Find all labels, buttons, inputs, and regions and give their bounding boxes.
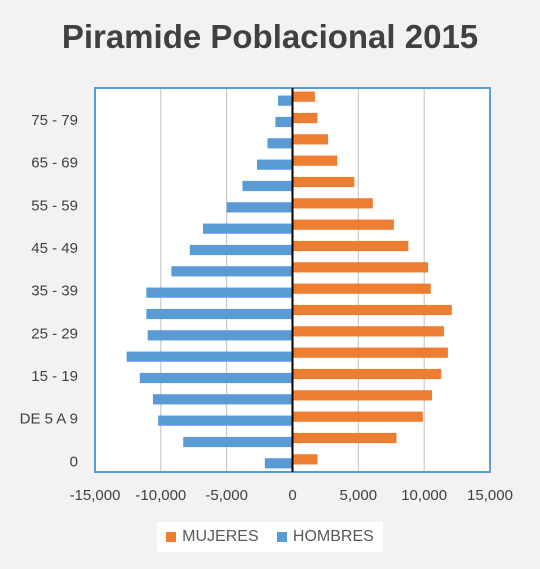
legend-swatch-hombres: [276, 532, 287, 542]
bar-hombres: [242, 180, 293, 192]
bar-hombres: [146, 287, 293, 298]
bar-mujeres: [292, 390, 433, 401]
x-tick-label: 15,000: [467, 487, 513, 504]
bar-mujeres: [292, 198, 373, 209]
legend-swatch-mujeres: [166, 532, 177, 542]
legend-label-mujeres: MUJERES: [182, 528, 259, 545]
y-tick-label: 65 - 69: [31, 155, 78, 172]
bar-mujeres: [292, 304, 452, 316]
y-tick-label: 45 - 49: [31, 240, 78, 257]
y-tick-label: 0: [70, 453, 78, 470]
y-tick-label: 75 - 79: [31, 112, 78, 129]
bar-mujeres: [292, 454, 318, 465]
bar-mujeres: [292, 219, 394, 230]
bar-hombres: [202, 223, 293, 234]
y-tick-label: 35 - 39: [31, 283, 78, 300]
bar-hombres: [126, 351, 293, 362]
bar-hombres: [147, 330, 293, 341]
bar-hombres: [183, 436, 293, 448]
x-tick-label: -15,000: [70, 487, 121, 504]
y-tick-label: 25 - 29: [31, 325, 78, 342]
x-tick-label: 10,000: [401, 487, 447, 504]
bar-hombres: [146, 308, 293, 320]
y-tick-label: 15 - 19: [31, 368, 78, 385]
y-tick-label: DE 5 A 9: [20, 411, 78, 428]
bar-mujeres: [292, 155, 338, 166]
bar-hombres: [278, 95, 293, 106]
bar-hombres: [275, 116, 293, 128]
bar-mujeres: [292, 240, 409, 252]
bar-mujeres: [292, 326, 444, 337]
bar-mujeres: [292, 283, 431, 294]
x-tick-label: 5,000: [340, 487, 378, 504]
bar-hombres: [264, 458, 293, 469]
bar-hombres: [139, 372, 293, 384]
bar-hombres: [226, 202, 293, 213]
bar-hombres: [267, 138, 293, 149]
chart-legend: MUJERES HOMBRES: [157, 522, 383, 552]
legend-item-mujeres: MUJERES: [166, 528, 259, 546]
x-tick-label: -10,000: [135, 487, 186, 504]
bar-mujeres: [292, 112, 318, 124]
legend-label-hombres: HOMBRES: [292, 528, 374, 545]
bar-hombres: [152, 394, 293, 405]
bar-mujeres: [292, 432, 397, 444]
y-tick-label: 55 - 59: [31, 197, 78, 214]
chart-title: Piramide Poblacional 2015: [61, 18, 479, 55]
bar-mujeres: [292, 411, 423, 422]
bar-mujeres: [292, 368, 442, 380]
bar-mujeres: [292, 176, 355, 188]
bar-hombres: [171, 266, 293, 277]
bar-mujeres: [292, 91, 315, 102]
bar-mujeres: [292, 347, 448, 358]
legend-item-hombres: HOMBRES: [276, 528, 374, 546]
x-tick-label: -5,000: [205, 487, 248, 504]
bar-hombres: [189, 244, 293, 256]
bar-mujeres: [292, 262, 429, 273]
bar-hombres: [256, 159, 293, 170]
bar-hombres: [158, 415, 293, 426]
bar-mujeres: [292, 134, 329, 145]
x-tick-label: 0: [288, 487, 296, 504]
